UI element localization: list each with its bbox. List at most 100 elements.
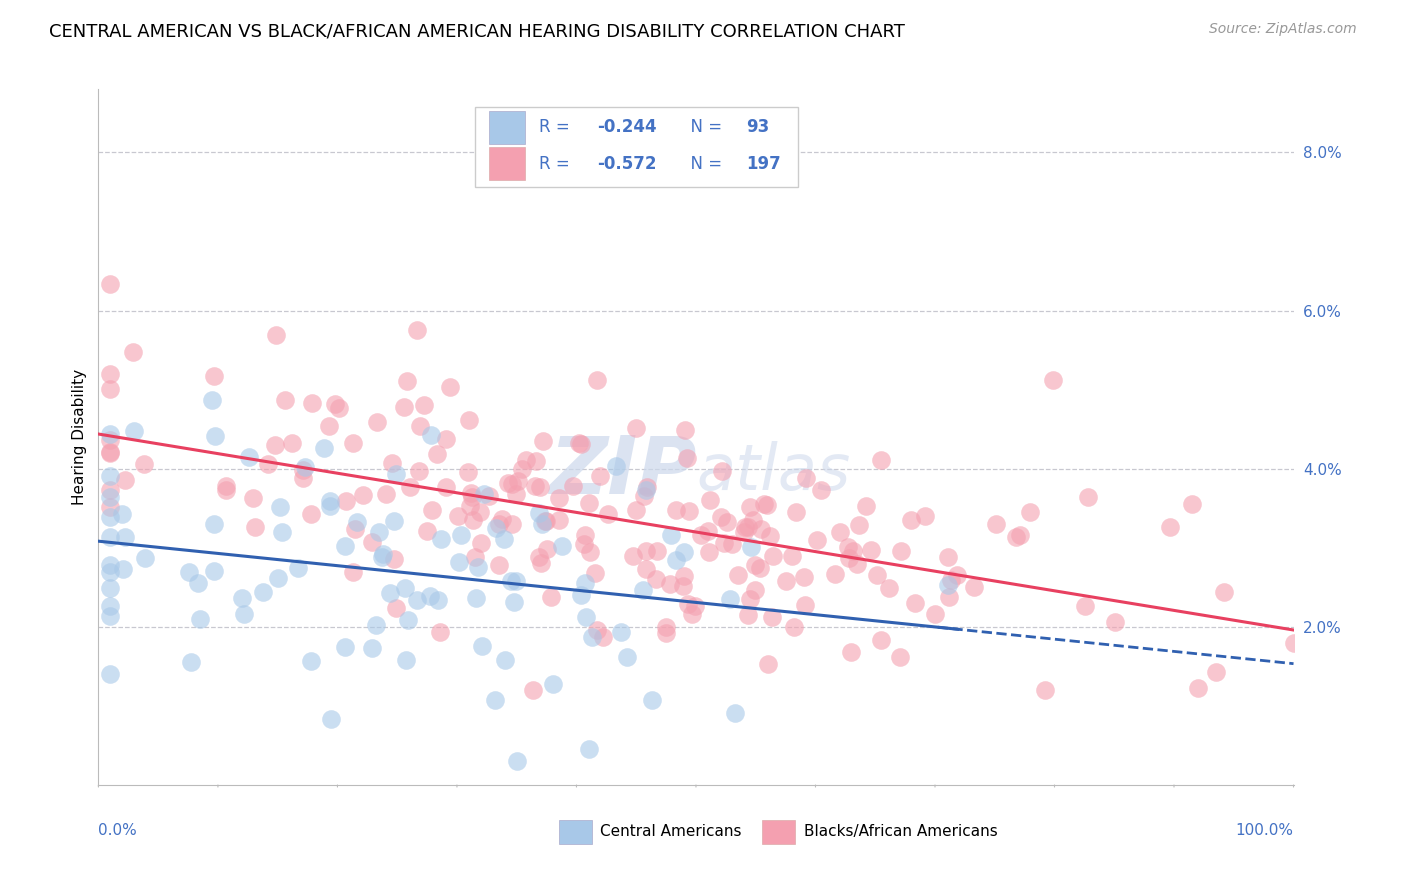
- Point: [450, 528, 472, 542]
- Point: [870, 453, 893, 467]
- Point: [744, 558, 766, 572]
- Point: [749, 522, 772, 536]
- Point: [531, 434, 554, 448]
- Point: [681, 607, 703, 622]
- Point: [382, 552, 405, 566]
- Point: [394, 581, 416, 595]
- Point: [342, 566, 364, 580]
- Point: [936, 577, 959, 591]
- Text: Source: ZipAtlas.com: Source: ZipAtlas.com: [1209, 22, 1357, 37]
- Point: [592, 630, 614, 644]
- Point: [427, 593, 450, 607]
- Point: [447, 508, 470, 523]
- Point: [281, 436, 304, 450]
- Point: [409, 418, 432, 433]
- Point: [328, 401, 350, 416]
- Point: [846, 557, 869, 571]
- Point: [460, 486, 482, 500]
- Point: [294, 460, 316, 475]
- Point: [710, 510, 733, 524]
- Point: [711, 464, 734, 478]
- Point: [963, 581, 986, 595]
- Point: [231, 591, 253, 605]
- Point: [463, 513, 485, 527]
- Point: [699, 492, 721, 507]
- Point: [848, 517, 870, 532]
- Point: [122, 424, 145, 438]
- Point: [724, 706, 747, 720]
- Point: [740, 540, 762, 554]
- Point: [596, 507, 619, 521]
- Point: [333, 539, 356, 553]
- Point: [761, 610, 783, 624]
- Point: [352, 488, 374, 502]
- Point: [501, 574, 523, 589]
- Point: [734, 520, 756, 534]
- Point: [655, 620, 678, 634]
- Point: [319, 712, 342, 726]
- Point: [98, 367, 122, 381]
- Point: [586, 373, 609, 387]
- Point: [571, 588, 593, 602]
- Point: [392, 400, 415, 414]
- Point: [98, 500, 122, 515]
- Point: [98, 469, 122, 483]
- Point: [523, 479, 546, 493]
- Text: N =: N =: [681, 119, 728, 136]
- Point: [866, 568, 889, 582]
- Point: [676, 597, 699, 611]
- Point: [98, 609, 122, 624]
- Point: [494, 532, 516, 546]
- Point: [98, 581, 122, 595]
- Point: [659, 528, 682, 542]
- Point: [98, 530, 122, 544]
- Text: Central Americans: Central Americans: [600, 824, 742, 839]
- Point: [578, 742, 600, 756]
- Point: [938, 590, 960, 604]
- Point: [416, 524, 439, 538]
- Point: [737, 519, 759, 533]
- Point: [215, 483, 238, 497]
- Point: [610, 625, 633, 640]
- Point: [636, 544, 658, 558]
- Point: [734, 525, 756, 540]
- Point: [589, 469, 612, 483]
- Point: [673, 569, 696, 583]
- Point: [562, 479, 585, 493]
- Point: [624, 503, 647, 517]
- Point: [496, 476, 519, 491]
- Point: [506, 474, 529, 488]
- Point: [269, 500, 291, 514]
- Point: [524, 454, 547, 468]
- Point: [914, 509, 936, 524]
- Point: [429, 625, 451, 640]
- Point: [984, 516, 1007, 531]
- Text: 100.0%: 100.0%: [1236, 823, 1294, 838]
- Point: [98, 510, 122, 524]
- Text: atlas: atlas: [696, 441, 851, 503]
- Point: [368, 524, 391, 539]
- Point: [233, 607, 256, 621]
- Point: [420, 503, 443, 517]
- Point: [186, 576, 208, 591]
- Point: [830, 524, 852, 539]
- Point: [501, 516, 523, 531]
- Point: [1005, 530, 1028, 544]
- Point: [762, 549, 785, 563]
- Point: [548, 513, 571, 527]
- Point: [366, 416, 388, 430]
- Point: [98, 445, 122, 459]
- Point: [945, 568, 967, 582]
- Point: [616, 650, 638, 665]
- Point: [575, 609, 598, 624]
- Point: [485, 521, 508, 535]
- Point: [572, 537, 595, 551]
- Point: [114, 530, 136, 544]
- Point: [464, 591, 486, 606]
- Point: [501, 476, 523, 491]
- Point: [114, 473, 136, 487]
- Point: [748, 561, 770, 575]
- Point: [299, 507, 322, 521]
- Point: [510, 461, 533, 475]
- Point: [318, 419, 340, 434]
